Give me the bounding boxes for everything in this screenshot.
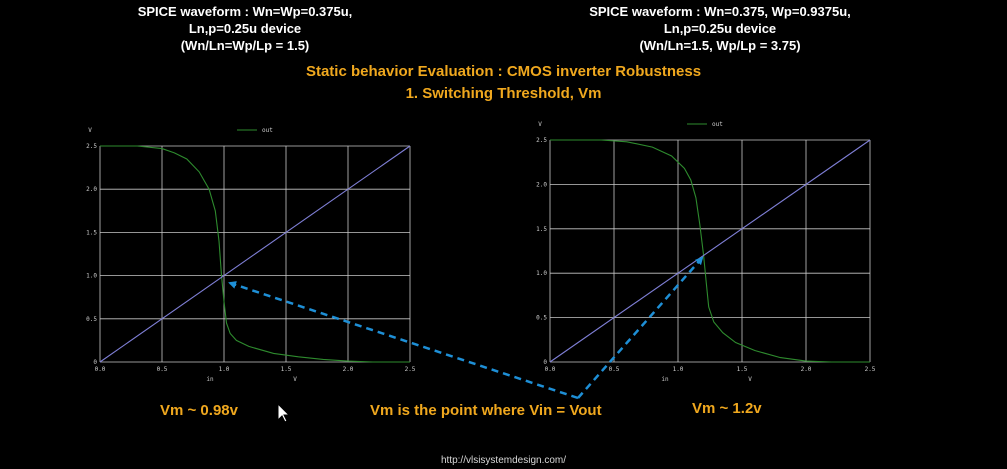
x-tick-label: 0.0 — [95, 366, 106, 373]
left-header-line2: Ln,p=0.25u device — [188, 21, 302, 36]
y-tick-label: 2.0 — [86, 186, 97, 193]
reference-line-vin-eq-vout — [99, 145, 411, 363]
y-tick-label: 2.5 — [536, 137, 547, 144]
x-axis-label: in — [206, 376, 214, 383]
arrow-to-left-vm — [228, 281, 579, 400]
left-chart-header: SPICE waveform : Wn=Wp=0.375u, Ln,p=0.25… — [100, 3, 390, 54]
right-chart-header: SPICE waveform : Wn=0.375, Wp=0.9375u, L… — [560, 3, 880, 54]
chart-left — [99, 129, 411, 363]
x-tick-label: 0.5 — [157, 366, 168, 373]
x-tick-label: 1.5 — [281, 366, 292, 373]
legend-label-out: out — [262, 127, 273, 134]
vm-right-annotation: Vm ~ 1.2v — [692, 400, 762, 417]
slide-subtitle: 1. Switching Threshold, Vm — [405, 85, 602, 102]
vm-definition-annotation: Vm is the point where Vin = Vout — [370, 402, 602, 419]
arrow-to-right-vm — [577, 256, 704, 399]
x-tick-label: 2.5 — [405, 366, 416, 373]
slide-title: Static behavior Evaluation : CMOS invert… — [305, 63, 702, 80]
x-unit-label: V — [293, 376, 297, 383]
x-tick-label: 0.0 — [545, 366, 556, 373]
x-tick-label: 2.5 — [865, 366, 876, 373]
y-tick-label: 0.5 — [536, 315, 547, 322]
right-header-line2: Ln,p=0.25u device — [663, 21, 777, 36]
x-tick-label: 2.0 — [801, 366, 812, 373]
y-tick-label: 1.5 — [536, 226, 547, 233]
left-header-line1: SPICE waveform : Wn=Wp=0.375u, — [137, 4, 353, 19]
x-unit-label: V — [748, 376, 752, 383]
reference-line-vin-eq-vout — [549, 139, 871, 363]
x-tick-label: 1.5 — [737, 366, 748, 373]
x-tick-label: 0.5 — [609, 366, 620, 373]
y-tick-label: 0 — [543, 359, 547, 366]
series-line-out — [100, 145, 410, 363]
mouse-cursor-icon — [277, 402, 291, 423]
right-header-line3: (Wn/Ln=1.5, Wp/Lp = 3.75) — [639, 38, 801, 53]
y-unit-label: V — [538, 121, 542, 128]
x-tick-label: 1.0 — [219, 366, 230, 373]
y-tick-label: 1.0 — [86, 273, 97, 280]
y-tick-label: 1.5 — [86, 229, 97, 236]
legend-label-out: out — [712, 121, 723, 128]
vm-left-annotation: Vm ~ 0.98v — [160, 402, 238, 419]
x-axis-label: in — [661, 376, 669, 383]
y-unit-label: V — [88, 127, 92, 134]
right-header-line1: SPICE waveform : Wn=0.375, Wp=0.9375u, — [589, 4, 851, 19]
chart-right — [549, 123, 871, 363]
y-tick-label: 2.0 — [536, 181, 547, 188]
x-tick-label: 2.0 — [343, 366, 354, 373]
y-tick-label: 2.5 — [86, 143, 97, 150]
y-tick-label: 1.0 — [536, 270, 547, 277]
left-header-line3: (Wn/Ln=Wp/Lp = 1.5) — [180, 38, 310, 53]
footer-url: http://vlsisystemdesign.com/ — [440, 455, 567, 466]
x-tick-label: 1.0 — [673, 366, 684, 373]
y-tick-label: 0.5 — [86, 316, 97, 323]
series-line-out — [550, 139, 870, 363]
y-tick-label: 0 — [93, 359, 97, 366]
